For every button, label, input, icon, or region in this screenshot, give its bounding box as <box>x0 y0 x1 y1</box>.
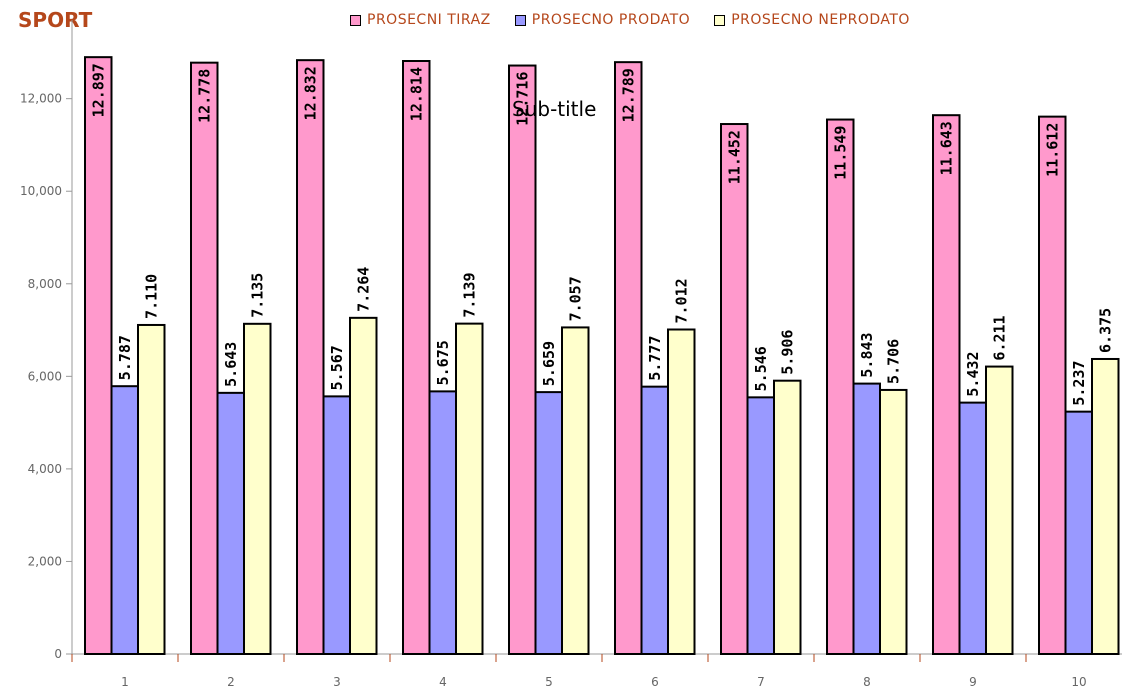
bar <box>720 123 749 655</box>
bar <box>84 56 113 656</box>
bar <box>1064 410 1093 656</box>
data-label: 5.906 <box>778 330 796 375</box>
bar <box>985 365 1014 655</box>
y-tick-label: 2,000 <box>28 554 62 568</box>
legend-swatch <box>350 14 361 26</box>
legend-label: PROSECNI TIRAZ <box>367 12 491 28</box>
chart-title: SPORT <box>18 8 93 32</box>
legend-label: PROSECNO NEPRODATO <box>731 12 910 28</box>
data-label: 12.832 <box>301 66 319 120</box>
data-label: 5.706 <box>884 339 902 384</box>
x-tick-label: 7 <box>757 675 765 689</box>
data-label: 12.897 <box>89 63 107 117</box>
data-label: 5.777 <box>646 335 664 380</box>
bar <box>322 395 351 655</box>
x-tick-label: 8 <box>863 675 871 689</box>
bar <box>137 323 166 655</box>
bar <box>879 388 908 655</box>
chart-subtitle: Sub-title <box>512 97 596 121</box>
bar <box>216 391 245 655</box>
y-tick-label: 6,000 <box>28 369 62 383</box>
y-tick-label: 0 <box>54 647 62 661</box>
legend-item-prosecni-tiraz: PROSECNI TIRAZ <box>350 12 491 28</box>
y-tick-label: 12,000 <box>20 92 62 106</box>
legend-swatch <box>714 14 726 26</box>
bar <box>958 401 987 655</box>
x-tick-label: 4 <box>439 675 447 689</box>
bar <box>667 328 696 655</box>
bar <box>110 385 139 655</box>
bar <box>508 64 537 656</box>
data-label: 11.549 <box>831 126 849 180</box>
data-label: 7.057 <box>566 276 584 321</box>
data-label: 5.237 <box>1070 360 1088 405</box>
y-tick-label: 8,000 <box>28 277 62 291</box>
x-tick-label: 9 <box>969 675 977 689</box>
x-tick-label: 5 <box>545 675 553 689</box>
data-label: 5.843 <box>858 332 876 377</box>
legend-item-prosecno-prodato: PROSECNO PRODATO <box>514 12 691 28</box>
data-label: 5.432 <box>964 351 982 396</box>
legend: PROSECNI TIRAZ PROSECNO PRODATO PROSECNO… <box>350 12 910 28</box>
bar <box>1091 357 1120 655</box>
bar <box>614 61 643 655</box>
bar <box>773 379 802 655</box>
data-label: 11.643 <box>937 121 955 175</box>
bar <box>243 322 272 655</box>
data-label: 12.814 <box>407 67 425 121</box>
data-label: 7.110 <box>142 274 160 319</box>
bar <box>640 385 669 655</box>
data-label: 11.452 <box>725 130 743 184</box>
data-label: 5.659 <box>540 341 558 386</box>
data-label: 6.375 <box>1096 308 1114 353</box>
bar <box>534 391 563 655</box>
data-label: 7.264 <box>354 267 372 312</box>
data-label: 5.546 <box>752 346 770 391</box>
data-label: 7.139 <box>460 272 478 317</box>
x-tick-label: 10 <box>1071 675 1086 689</box>
x-tick-label: 1 <box>121 675 129 689</box>
bar <box>402 60 431 655</box>
legend-label: PROSECNO PRODATO <box>531 12 691 28</box>
bar <box>932 114 961 655</box>
data-label: 11.612 <box>1043 123 1061 177</box>
bar <box>746 396 775 655</box>
x-tick-label: 3 <box>333 675 341 689</box>
data-label: 5.643 <box>222 342 240 387</box>
data-label: 5.787 <box>116 335 134 380</box>
bar <box>561 326 590 655</box>
bar <box>349 316 378 655</box>
data-label: 12.716 <box>513 72 531 126</box>
bar <box>1038 115 1067 656</box>
legend-swatch <box>514 14 526 26</box>
bar <box>852 382 881 655</box>
y-tick-label: 4,000 <box>28 462 62 476</box>
data-label: 12.778 <box>195 69 213 123</box>
data-label: 5.675 <box>434 340 452 385</box>
y-tick-label: 10,000 <box>20 184 62 198</box>
bar <box>190 61 219 656</box>
bar <box>428 390 457 655</box>
data-label: 6.211 <box>990 315 1008 360</box>
data-label: 5.567 <box>328 345 346 390</box>
bar <box>296 59 325 655</box>
legend-item-prosecno-neprodato: PROSECNO NEPRODATO <box>714 12 910 28</box>
data-label: 12.789 <box>619 68 637 122</box>
data-label: 7.012 <box>672 278 690 323</box>
x-tick-label: 2 <box>227 675 235 689</box>
data-label: 7.135 <box>248 273 266 318</box>
bar <box>826 118 855 656</box>
x-tick-label: 6 <box>651 675 659 689</box>
bar <box>455 322 484 655</box>
